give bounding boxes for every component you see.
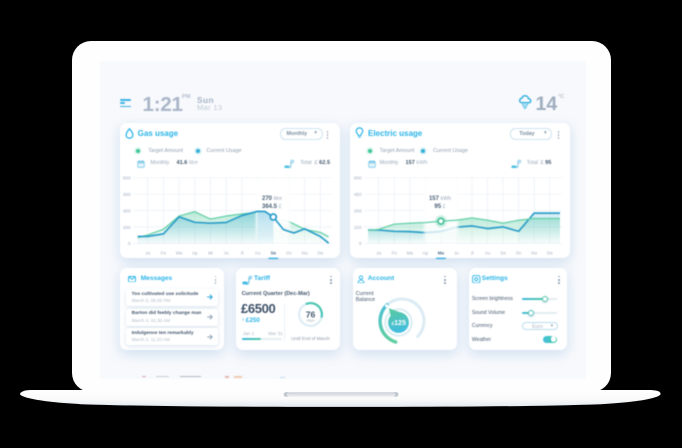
svg-text:Mi: Mi bbox=[208, 251, 213, 256]
svg-text:0: 0 bbox=[128, 241, 131, 246]
svg-text:Ja: Ja bbox=[376, 251, 381, 256]
svg-text:Ma: Ma bbox=[176, 251, 183, 256]
svg-text:Au: Au bbox=[255, 251, 261, 256]
svg-text:Ap: Ap bbox=[192, 251, 198, 256]
svg-text:De: De bbox=[547, 251, 553, 256]
svg-text:364.5 £: 364.5 £ bbox=[262, 204, 282, 210]
svg-text:Jl: Jl bbox=[240, 251, 243, 256]
svg-text:Ma: Ma bbox=[438, 251, 445, 256]
svg-text:De: De bbox=[317, 251, 323, 256]
svg-text:Se: Se bbox=[270, 251, 276, 256]
svg-text:days: days bbox=[306, 318, 314, 322]
svg-text:Fe: Fe bbox=[392, 251, 398, 256]
svg-text:Au: Au bbox=[485, 251, 491, 256]
svg-text:300: 300 bbox=[354, 208, 362, 213]
svg-text:£125: £125 bbox=[392, 320, 406, 327]
svg-text:Ja: Ja bbox=[145, 251, 150, 256]
svg-text:400: 400 bbox=[123, 192, 131, 197]
svg-text:Jl: Jl bbox=[470, 251, 473, 256]
svg-text:Ap: Ap bbox=[423, 251, 429, 256]
svg-text:Ju: Ju bbox=[454, 251, 459, 256]
svg-text:Fe: Fe bbox=[161, 251, 167, 256]
svg-text:157 kWh: 157 kWh bbox=[429, 196, 451, 202]
svg-text:No: No bbox=[531, 251, 537, 256]
svg-text:Oc: Oc bbox=[516, 251, 523, 256]
svg-text:95 £: 95 £ bbox=[434, 204, 445, 210]
svg-text:150: 150 bbox=[354, 225, 362, 230]
svg-text:450: 450 bbox=[354, 192, 362, 197]
svg-text:No: No bbox=[302, 251, 308, 256]
svg-text:Ju: Ju bbox=[224, 251, 229, 256]
svg-text:76: 76 bbox=[306, 309, 316, 319]
svg-text:300: 300 bbox=[123, 208, 131, 213]
svg-text:600: 600 bbox=[354, 176, 362, 181]
svg-text:500: 500 bbox=[123, 176, 131, 181]
svg-text:Oc: Oc bbox=[286, 251, 293, 256]
svg-text:Ma: Ma bbox=[407, 251, 414, 256]
svg-text:200: 200 bbox=[123, 225, 131, 230]
svg-text:Se: Se bbox=[500, 251, 506, 256]
svg-text:270 litre: 270 litre bbox=[262, 196, 282, 202]
svg-text:0: 0 bbox=[359, 241, 362, 246]
